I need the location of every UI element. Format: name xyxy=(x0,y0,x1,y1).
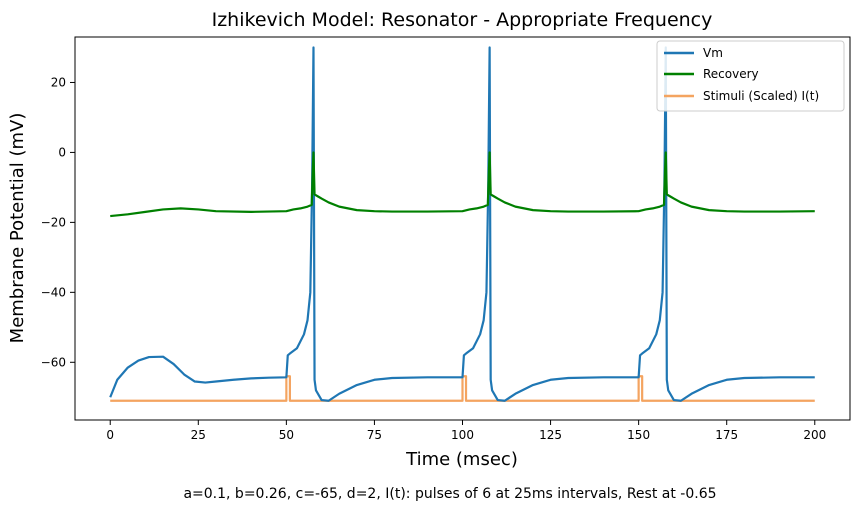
x-tick-label: 150 xyxy=(627,428,650,442)
parameter-caption: a=0.1, b=0.26, c=-65, d=2, I(t): pulses … xyxy=(183,486,716,502)
x-axis: 0 25 50 75 100 125 150 175 200 xyxy=(106,420,826,442)
series-line-recovery xyxy=(110,151,815,218)
legend-label-vm: Vm xyxy=(703,46,723,60)
y-axis: −60 −40 −20 0 20 xyxy=(41,75,75,369)
x-tick-label: 175 xyxy=(715,428,738,442)
y-tick-label: 20 xyxy=(51,75,66,89)
x-tick-label: 125 xyxy=(539,428,562,442)
x-axis-label: Time (msec) xyxy=(405,449,518,470)
y-tick-label: 0 xyxy=(58,145,66,159)
x-tick-label: 100 xyxy=(451,428,474,442)
y-axis-label: Membrane Potential (mV) xyxy=(7,113,28,344)
y-tick-label: −20 xyxy=(41,215,66,229)
plot-series xyxy=(109,46,815,402)
legend: Vm Recovery Stimuli (Scaled) I(t) xyxy=(656,40,845,112)
x-tick-label: 50 xyxy=(279,428,294,442)
x-tick-label: 25 xyxy=(191,428,206,442)
y-tick-label: −60 xyxy=(41,355,66,369)
x-tick-label: 75 xyxy=(367,428,382,442)
legend-box xyxy=(656,40,845,112)
series-line-stimuli-scaled-i-t xyxy=(110,375,815,402)
y-tick-label: −40 xyxy=(41,285,66,299)
x-tick-label: 0 xyxy=(106,428,114,442)
x-tick-label: 200 xyxy=(803,428,826,442)
legend-label-stimuli: Stimuli (Scaled) I(t) xyxy=(703,89,819,103)
legend-label-recovery: Recovery xyxy=(703,67,759,81)
chart-title: Izhikevich Model: Resonator - Appropriat… xyxy=(212,9,713,31)
